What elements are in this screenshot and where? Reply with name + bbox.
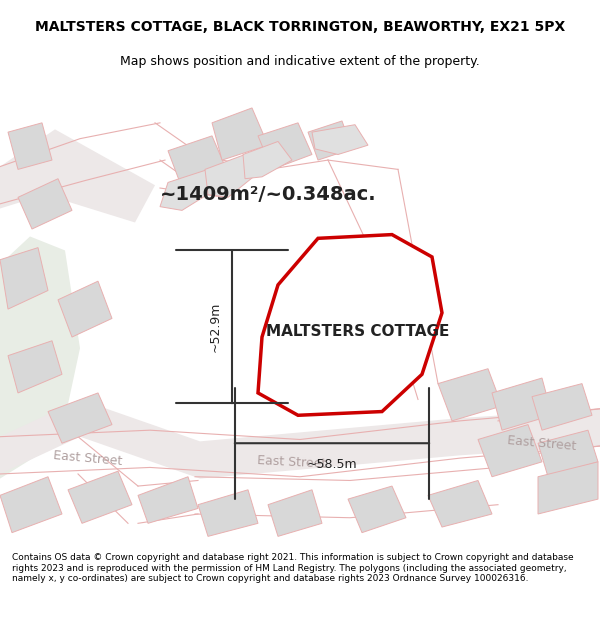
Polygon shape — [160, 169, 218, 211]
Polygon shape — [68, 471, 132, 523]
Polygon shape — [243, 141, 292, 179]
Text: ~58.5m: ~58.5m — [307, 458, 358, 471]
Polygon shape — [258, 234, 442, 415]
Polygon shape — [0, 236, 80, 479]
Text: MALTSTERS COTTAGE, BLACK TORRINGTON, BEAWORTHY, EX21 5PX: MALTSTERS COTTAGE, BLACK TORRINGTON, BEA… — [35, 19, 565, 34]
Text: East Street: East Street — [257, 454, 327, 470]
Polygon shape — [538, 430, 598, 477]
Text: East Street: East Street — [507, 434, 577, 452]
Polygon shape — [205, 154, 258, 198]
Text: MALTSTERS COTTAGE: MALTSTERS COTTAGE — [266, 324, 449, 339]
Polygon shape — [258, 123, 312, 169]
Polygon shape — [348, 486, 406, 532]
Polygon shape — [48, 393, 112, 443]
Polygon shape — [8, 123, 52, 169]
Polygon shape — [138, 477, 198, 523]
Polygon shape — [492, 378, 552, 430]
Polygon shape — [532, 384, 592, 430]
Polygon shape — [308, 121, 352, 160]
Polygon shape — [58, 281, 112, 337]
Text: East Street: East Street — [53, 449, 123, 468]
Polygon shape — [0, 248, 48, 309]
Polygon shape — [312, 125, 368, 154]
Polygon shape — [438, 369, 502, 421]
Text: ~1409m²/~0.348ac.: ~1409m²/~0.348ac. — [160, 185, 376, 204]
Text: ~52.9m: ~52.9m — [209, 302, 222, 352]
Polygon shape — [0, 399, 600, 479]
Polygon shape — [0, 129, 155, 222]
Polygon shape — [198, 490, 258, 536]
Polygon shape — [268, 490, 322, 536]
Text: Map shows position and indicative extent of the property.: Map shows position and indicative extent… — [120, 54, 480, 68]
Polygon shape — [478, 424, 542, 477]
Polygon shape — [168, 136, 228, 188]
Text: Contains OS data © Crown copyright and database right 2021. This information is : Contains OS data © Crown copyright and d… — [12, 553, 574, 583]
Polygon shape — [8, 341, 62, 393]
Polygon shape — [538, 462, 598, 514]
Polygon shape — [212, 108, 268, 160]
Polygon shape — [428, 481, 492, 527]
Polygon shape — [0, 477, 62, 532]
Polygon shape — [18, 179, 72, 229]
